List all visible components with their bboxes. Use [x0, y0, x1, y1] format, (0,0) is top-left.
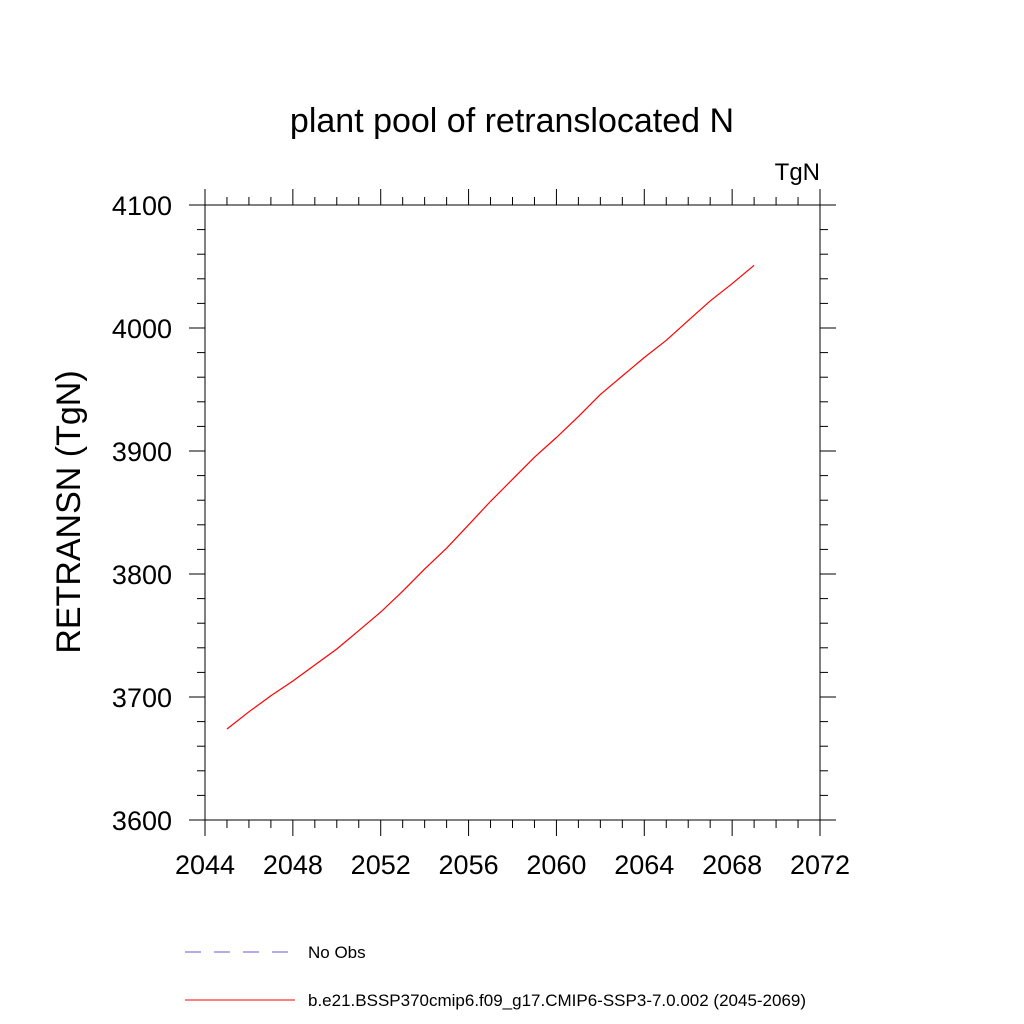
axis-ticks	[189, 189, 836, 836]
y-tick-label: 3800	[112, 560, 172, 590]
y-axis-label: RETRANSN (TgN)	[50, 370, 88, 653]
x-tick-label: 2064	[614, 850, 674, 880]
legend-label: No Obs	[308, 943, 366, 962]
y-tick-label: 4000	[112, 314, 172, 344]
chart-title: plant pool of retranslocated N	[290, 102, 734, 140]
x-tick-label: 2044	[175, 850, 235, 880]
units-label: TgN	[775, 159, 820, 186]
x-tick-label: 2060	[526, 850, 586, 880]
x-tick-label: 2048	[263, 850, 323, 880]
plot-frame	[204, 204, 821, 821]
legend: No Obs b.e21.BSSP370cmip6.f09_g17.CMIP6-S…	[185, 943, 806, 1010]
x-tick-label: 2052	[351, 850, 411, 880]
y-tick-label: 4100	[112, 191, 172, 221]
x-tick-label: 2068	[702, 850, 762, 880]
series-group	[226, 264, 755, 730]
axis-tick-labels: 2044 2048 2052 2056 2060 2064 2068 2072 3600 3700…	[112, 191, 850, 880]
y-tick-label: 3900	[112, 437, 172, 467]
y-tick-label: 3600	[112, 806, 172, 836]
x-tick-label: 2072	[790, 850, 850, 880]
legend-label: b.e21.BSSP370cmip6.f09_g17.CMIP6-SSP3-7.…	[308, 991, 806, 1010]
x-tick-label: 2056	[439, 850, 499, 880]
series-line	[226, 264, 755, 730]
y-tick-label: 3700	[112, 683, 172, 713]
